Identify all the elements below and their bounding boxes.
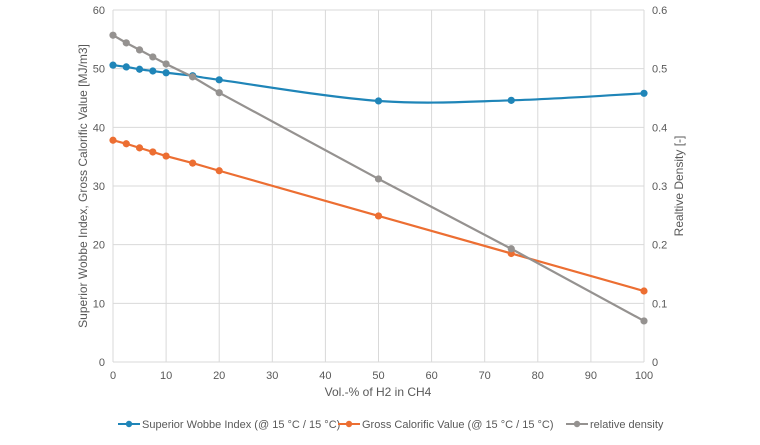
legend-dot-marker [345,420,353,428]
data-point [149,53,157,61]
x-tick-label: 70 [479,370,491,382]
y-tick-label: 50 [93,64,105,76]
data-point [507,245,515,253]
data-point [162,69,170,77]
x-tick-label: 50 [372,370,384,382]
y-axis-title: Superior Wobbe Index, Gross Calorific Va… [76,44,90,328]
y2-tick-label: 0 [652,357,658,369]
legend-label: Superior Wobbe Index (@ 15 °C / 15 °C) [142,419,340,431]
x-tick-label: 0 [110,370,116,382]
y2-tick-label: 0.6 [652,5,667,17]
data-point [162,152,170,160]
data-point [374,175,383,183]
series-layer [109,31,648,325]
data-point [109,136,117,144]
data-point [162,60,170,68]
legend-label: relative density [590,419,664,431]
y-tick-labels: 0 10 20 30 40 50 60 [93,5,105,369]
x-tick-label: 100 [635,370,653,382]
data-point [215,167,223,175]
data-point [122,39,130,47]
legend-dot-marker [573,420,581,428]
y-tick-label: 0 [99,357,105,369]
y-tick-label: 20 [93,240,105,252]
y2-tick-label: 0.1 [652,298,667,310]
x-tick-label: 60 [425,370,437,382]
series-line [112,139,645,293]
series-2 [109,31,648,325]
data-point [109,31,117,39]
x-tick-label: 40 [319,370,331,382]
x-tick-labels: 0 10 20 30 40 50 60 70 80 90 100 [110,370,653,382]
data-point [640,89,648,97]
x-tick-label: 30 [266,370,278,382]
data-point [122,63,130,71]
data-point [507,96,515,104]
legend-item: Gross Calorific Value (@ 15 °C / 15 °C) [338,419,554,431]
data-point [640,287,648,295]
y2-tick-label: 0.2 [652,240,667,252]
y2-tick-label: 0.5 [652,64,667,76]
y2-tick-label: 0.3 [652,181,667,193]
data-point [189,73,197,81]
y2-tick-label: 0.4 [652,122,667,134]
y2-axis-title: Realtive Density [-] [672,136,686,237]
y-tick-label: 40 [93,122,105,134]
x-tick-label: 90 [585,370,597,382]
data-point [215,76,223,84]
legend-dot-marker [125,420,133,428]
series-line [112,34,645,322]
data-point [122,140,130,148]
data-point [135,46,144,54]
data-point [109,61,117,69]
legend-item: Superior Wobbe Index (@ 15 °C / 15 °C) [118,419,340,431]
legend: Superior Wobbe Index (@ 15 °C / 15 °C) Gr… [118,419,664,431]
x-tick-label: 20 [213,370,225,382]
y2-tick-labels: 0 0.1 0.2 0.3 0.4 0.5 0.6 [652,5,667,369]
data-point [374,97,383,105]
data-point [640,317,648,325]
legend-item: relative density [566,419,664,431]
x-axis-title: Vol.-% of H2 in CH4 [325,385,432,399]
gridlines [112,9,645,363]
data-point [215,89,223,97]
data-point [189,159,197,167]
data-point [135,144,144,152]
data-point [135,65,144,73]
x-tick-label: 80 [532,370,544,382]
legend-label: Gross Calorific Value (@ 15 °C / 15 °C) [362,419,554,431]
y-tick-label: 60 [93,5,105,17]
y-tick-label: 30 [93,181,105,193]
data-point [149,67,157,75]
x-tick-label: 10 [160,370,172,382]
data-point [149,148,157,156]
data-point [374,212,383,220]
y-tick-label: 10 [93,298,105,310]
